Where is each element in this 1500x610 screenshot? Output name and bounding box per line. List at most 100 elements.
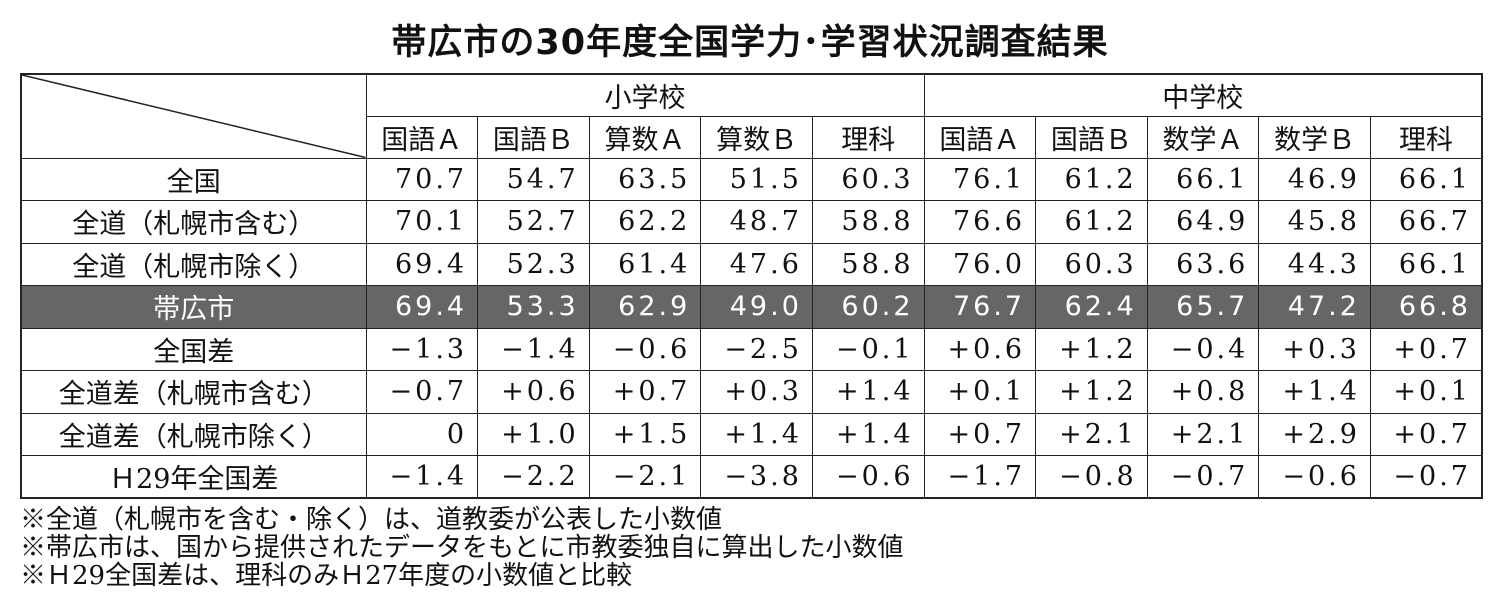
cell-value: 53.3 xyxy=(477,285,590,329)
subject-header: 国語Ｂ xyxy=(477,115,590,159)
cell-value: 76.0 xyxy=(923,242,1037,286)
cell-value: +1.5 xyxy=(588,412,702,456)
cell-value: +1.2 xyxy=(1035,327,1148,371)
cell-value: 69.4 xyxy=(365,242,479,286)
data-row: 全国差 −1.3 −1.4 −0.6 −2.5 −0.1 +0.6 +1.2 −0.4 +0.3 +… xyxy=(20,327,1483,371)
table-body: 全国 70.7 54.7 63.5 51.5 60.3 76.1 61.2 66.1 46.9 66… xyxy=(20,157,1483,499)
row-label: 全道差（札幌市含む） xyxy=(20,370,367,414)
cell-value: −0.1 xyxy=(811,327,925,371)
cell-value: 66.8 xyxy=(1369,285,1483,329)
cell-value: 64.9 xyxy=(1146,200,1260,244)
cell-value: +0.7 xyxy=(1369,412,1483,456)
cell-value: +1.4 xyxy=(811,370,925,414)
cell-value: 45.8 xyxy=(1258,200,1371,244)
cell-value: 62.4 xyxy=(1035,285,1148,329)
cell-value: −0.7 xyxy=(1146,455,1260,499)
cell-value: +1.0 xyxy=(477,412,590,456)
cell-value: 60.3 xyxy=(1035,242,1148,286)
cell-value: 66.1 xyxy=(1369,242,1483,286)
corner-cell xyxy=(20,73,367,159)
row-label: Ｈ29年全国差 xyxy=(20,455,367,499)
cell-value: +0.7 xyxy=(923,412,1037,456)
data-row: 全国 70.7 54.7 63.5 51.5 60.3 76.1 61.2 66.1 46.9 66… xyxy=(20,157,1483,201)
cell-value: +0.3 xyxy=(1258,327,1371,371)
cell-value: −1.7 xyxy=(923,455,1037,499)
row-label: 全道（札幌市含む） xyxy=(20,200,367,244)
cell-value: 66.1 xyxy=(1146,157,1260,201)
notes: ※全道（札幌市を含む・除く）は、道教委が公表した小数値 ※帯広市は、国から提供され… xyxy=(20,506,903,590)
cell-value: 65.7 xyxy=(1146,285,1260,329)
cell-value: 58.8 xyxy=(811,242,925,286)
cell-value: 54.7 xyxy=(477,157,590,201)
cell-value: −2.2 xyxy=(477,455,590,499)
subject-header: 国語Ａ xyxy=(923,115,1037,159)
cell-value: 49.0 xyxy=(700,285,813,329)
cell-value: 76.6 xyxy=(923,200,1037,244)
cell-value: −0.6 xyxy=(588,327,702,371)
subject-header: 国語Ｂ xyxy=(1035,115,1148,159)
cell-value: 70.1 xyxy=(365,200,479,244)
data-row: 全道（札幌市含む） 70.1 52.7 62.2 48.7 58.8 76.6 61.2 64.… xyxy=(20,200,1483,244)
cell-value: 60.3 xyxy=(811,157,925,201)
subject-header: 数学Ｂ xyxy=(1258,115,1371,159)
group-header: 中学校 xyxy=(923,73,1483,117)
data-row: 帯広市 69.4 53.3 62.9 49.0 60.2 76.7 62.4 65.7 47.2 6… xyxy=(20,285,1483,329)
cell-value: 47.2 xyxy=(1258,285,1371,329)
cell-value: −1.3 xyxy=(365,327,479,371)
row-label: 全国 xyxy=(20,157,367,201)
note: ※Ｈ29全国差は、理科のみＨ27年度の小数値と比較 xyxy=(20,561,633,591)
cell-value: +0.1 xyxy=(1369,370,1483,414)
subject-header: 理科 xyxy=(811,115,925,159)
cell-value: 60.2 xyxy=(811,285,925,329)
cell-value: 66.7 xyxy=(1369,200,1483,244)
data-row: 全道差（札幌市含む） −0.7 +0.6 +0.7 +0.3 +1.4 +0.1 +1.2 +0… xyxy=(20,370,1483,414)
cell-value: 52.3 xyxy=(477,242,590,286)
cell-value: −2.5 xyxy=(700,327,813,371)
cell-value: −0.6 xyxy=(811,455,925,499)
cell-value: 52.7 xyxy=(477,200,590,244)
data-row: Ｈ29年全国差 −1.4 −2.2 −2.1 −3.8 −0.6 −1.7 −0.8 −0.7−… xyxy=(20,455,1483,499)
cell-value: −0.7 xyxy=(365,370,479,414)
cell-value: 63.5 xyxy=(588,157,702,201)
note: ※全道（札幌市を含む・除く）は、道教委が公表した小数値 xyxy=(20,505,723,535)
subject-header: 国語Ａ xyxy=(365,115,479,159)
row-label: 全道差（札幌市除く） xyxy=(20,412,367,456)
cell-value: −0.7 xyxy=(1369,455,1483,499)
subject-header-row: 国語Ａ 国語Ｂ 算数Ａ 算数Ｂ 理科 国語Ａ 国語Ｂ 数学Ａ 数学Ｂ 理科 xyxy=(21,115,1483,159)
diagonal xyxy=(22,75,366,158)
data-row: 全道差（札幌市除く） 0 +1.0 +1.5 +1.4 +1.4 +0.7 +2.1 +2.1 +… xyxy=(20,412,1483,456)
cell-value: −1.4 xyxy=(477,327,590,371)
subject-header: 算数Ａ xyxy=(588,115,702,159)
cell-value: 51.5 xyxy=(700,157,813,201)
cell-value: 69.4 xyxy=(365,285,479,329)
cell-value: −0.6 xyxy=(1258,455,1371,499)
cell-value: 62.9 xyxy=(588,285,702,329)
cell-value: +1.2 xyxy=(1035,370,1148,414)
cell-value: −0.8 xyxy=(1035,455,1148,499)
cell-value: +0.6 xyxy=(923,327,1037,371)
cell-value: +2.1 xyxy=(1035,412,1148,456)
subject-header: 算数Ｂ xyxy=(700,115,813,159)
cell-value: +2.1 xyxy=(1146,412,1260,456)
cell-value: +0.7 xyxy=(588,370,702,414)
cell-value: 61.4 xyxy=(588,242,702,286)
cell-value: 66.1 xyxy=(1369,157,1483,201)
cell-value: 61.2 xyxy=(1035,200,1148,244)
cell-value: +0.6 xyxy=(477,370,590,414)
cell-value: +1.4 xyxy=(700,412,813,456)
group-header: 小学校 xyxy=(365,73,925,117)
cell-value: 58.8 xyxy=(811,200,925,244)
cell-value: 47.6 xyxy=(700,242,813,286)
cell-value: −1.4 xyxy=(365,455,479,499)
data-row: 全道（札幌市除く） 69.4 52.3 61.4 47.6 58.8 76.0 60.3 63.… xyxy=(20,242,1483,286)
cell-value: +0.8 xyxy=(1146,370,1260,414)
cell-value: 76.1 xyxy=(923,157,1037,201)
table-header: 小学校 中学校 国語Ａ 国語Ｂ 算数Ａ 算数Ｂ 理科 国語Ａ 国語Ｂ 数学Ａ 数学Ｂ 理科 xyxy=(20,73,1483,159)
cell-value: +0.3 xyxy=(700,370,813,414)
cell-value: 48.7 xyxy=(700,200,813,244)
cell-value: 61.2 xyxy=(1035,157,1148,201)
cell-value: 63.6 xyxy=(1146,242,1260,286)
cell-value: −0.4 xyxy=(1146,327,1260,371)
results-table: 小学校 中学校 国語Ａ 国語Ｂ 算数Ａ 算数Ｂ 理科 国語Ａ 国語Ｂ 数学Ａ 数学Ｂ 理科 全国 70.… xyxy=(20,73,1483,499)
row-label: 帯広市 xyxy=(20,285,367,329)
